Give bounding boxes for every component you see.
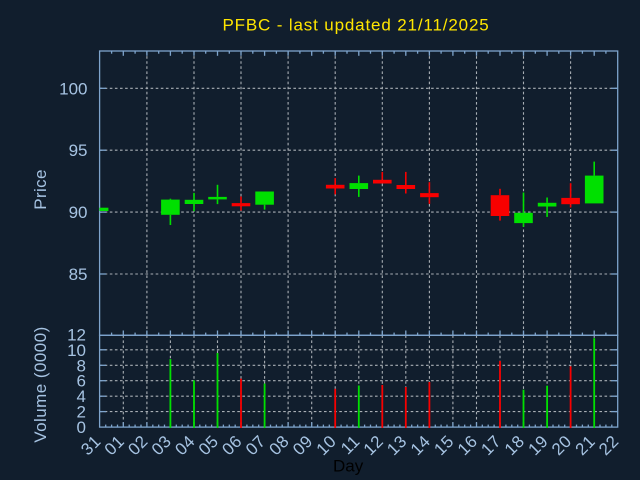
svg-text:Volume (0000): Volume (0000): [31, 326, 50, 442]
svg-text:10: 10: [67, 341, 86, 360]
svg-text:85: 85: [69, 265, 88, 284]
svg-text:95: 95: [69, 141, 88, 160]
svg-text:4: 4: [77, 387, 86, 406]
svg-text:100: 100: [59, 79, 87, 98]
svg-text:6: 6: [77, 372, 86, 391]
svg-text:Price: Price: [31, 169, 50, 209]
svg-text:Day: Day: [333, 457, 364, 476]
svg-text:12: 12: [67, 325, 86, 344]
svg-text:8: 8: [77, 356, 86, 375]
svg-text:2: 2: [77, 403, 86, 422]
svg-text:PFBC - last updated 21/11/2025: PFBC - last updated 21/11/2025: [222, 16, 489, 35]
svg-text:90: 90: [69, 203, 88, 222]
svg-text:0: 0: [77, 418, 86, 437]
